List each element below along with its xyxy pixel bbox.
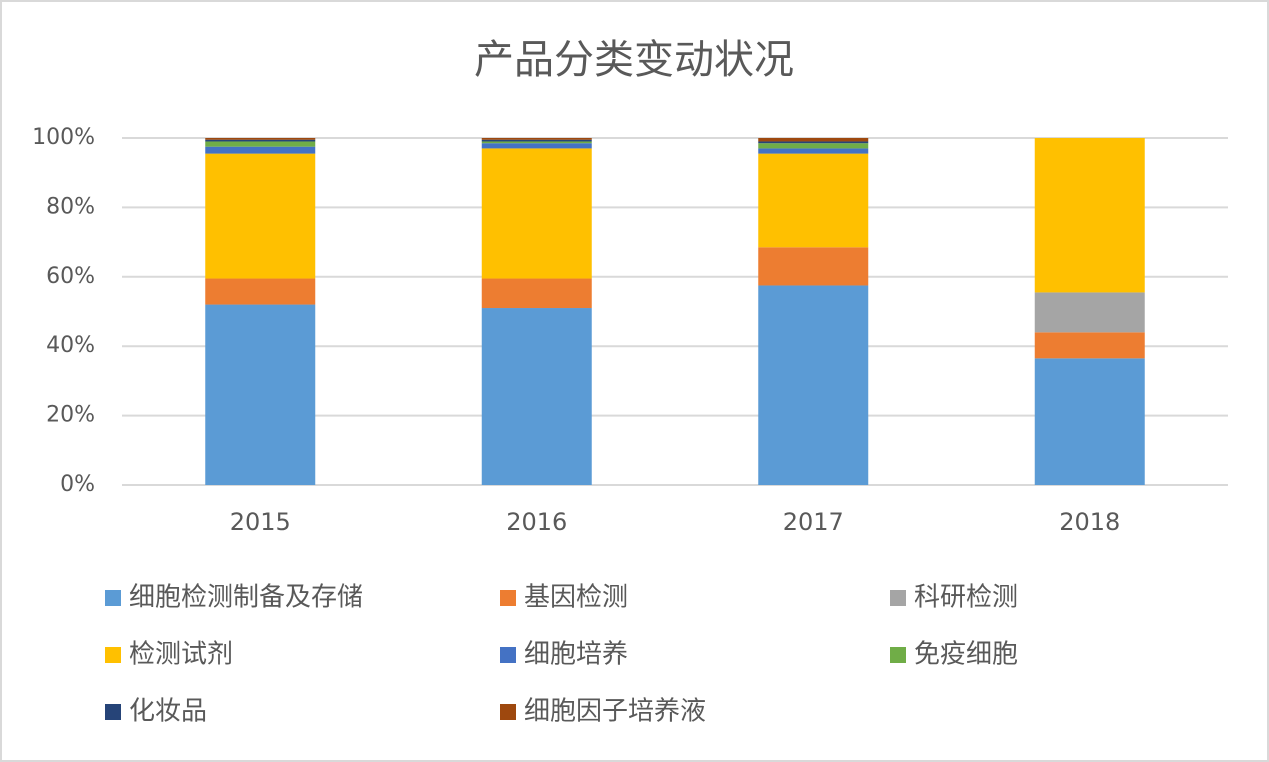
legend-swatch <box>500 647 516 663</box>
bar-segment <box>481 148 592 279</box>
x-tick-label: 2018 <box>1059 508 1120 536</box>
y-tick-label: 20% <box>46 403 95 428</box>
bar-segment <box>205 141 316 147</box>
bar-segment <box>1034 332 1145 359</box>
chart-title: 产品分类变动状况 <box>474 37 794 83</box>
legend-label: 基因检测 <box>524 583 628 613</box>
x-tick-label: 2015 <box>230 508 291 536</box>
legend-label: 检测试剂 <box>129 640 233 670</box>
bar-segment <box>481 278 592 309</box>
bar-segment <box>481 308 592 485</box>
bar-segment <box>481 138 592 140</box>
bar-segment <box>205 153 316 279</box>
legend-label: 科研检测 <box>914 583 1018 613</box>
y-tick-label: 80% <box>46 194 95 219</box>
bar-segment <box>758 141 869 144</box>
legend-label: 化妆品 <box>129 697 207 727</box>
bar-segment <box>481 143 592 149</box>
bar-segment <box>205 138 316 140</box>
bar-segment <box>481 141 592 144</box>
y-tick-label: 0% <box>60 472 95 497</box>
legend-swatch <box>105 590 121 606</box>
legend-swatch <box>890 590 906 606</box>
bar-segment <box>205 304 316 485</box>
bar-segment <box>205 278 316 305</box>
y-tick-label: 60% <box>46 264 95 289</box>
y-tick-label: 100% <box>32 125 95 150</box>
bar-segment <box>758 138 869 142</box>
legend-label: 细胞检测制备及存储 <box>129 583 363 613</box>
bar-segment <box>758 285 869 485</box>
bar-segment <box>758 143 869 149</box>
bar-segment <box>1034 358 1145 485</box>
legend-swatch <box>105 704 121 720</box>
bar-segment <box>205 146 316 154</box>
legend-swatch <box>500 704 516 720</box>
bar-segment <box>481 139 592 142</box>
bar-segment <box>1034 292 1145 333</box>
bar-segment <box>205 139 316 142</box>
y-tick-label: 40% <box>46 333 95 358</box>
bar-segment <box>758 247 869 286</box>
legend-label: 免疫细胞 <box>914 640 1018 670</box>
legend-swatch <box>890 647 906 663</box>
bar-segment <box>758 153 869 248</box>
legend-swatch <box>500 590 516 606</box>
x-tick-label: 2017 <box>783 508 844 536</box>
bar-segment <box>1034 138 1145 293</box>
legend-label: 细胞因子培养液 <box>524 697 706 727</box>
x-tick-label: 2016 <box>506 508 567 536</box>
bar-segment <box>758 148 869 154</box>
legend-swatch <box>105 647 121 663</box>
legend-label: 细胞培养 <box>524 640 628 670</box>
